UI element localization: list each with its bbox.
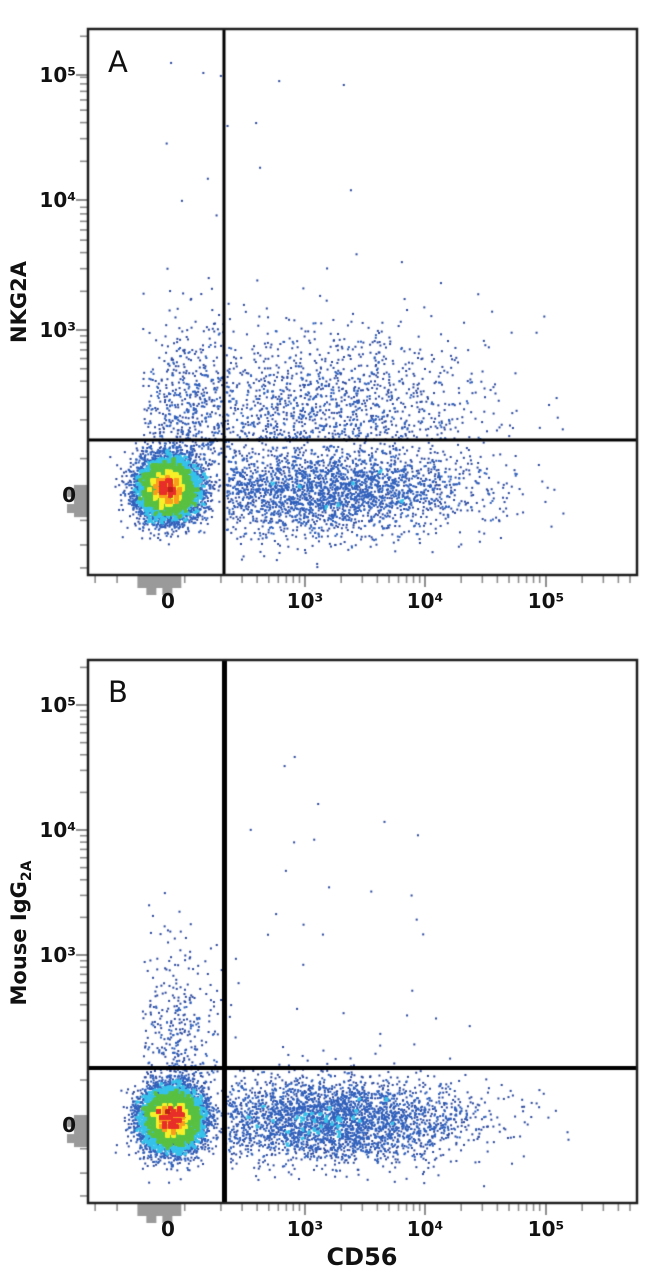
panel-A-y-axis-label: NKG2A — [7, 261, 35, 343]
panel-B-letter: B — [108, 675, 128, 709]
panel-B-y-axis-label-sub: 2A — [19, 860, 36, 882]
panel-A-y-axis-label-text: NKG2A — [6, 261, 31, 343]
panel-A-plot-canvas — [0, 0, 650, 631]
panel-A-letter: A — [108, 45, 128, 79]
panel-B-y-axis-label: Mouse IgG2A — [7, 861, 35, 1006]
panel-B-plot-canvas — [0, 631, 650, 1276]
x-axis-label: CD56 — [326, 1243, 398, 1271]
panel-B-y-axis-label-text: Mouse IgG — [6, 881, 31, 1006]
